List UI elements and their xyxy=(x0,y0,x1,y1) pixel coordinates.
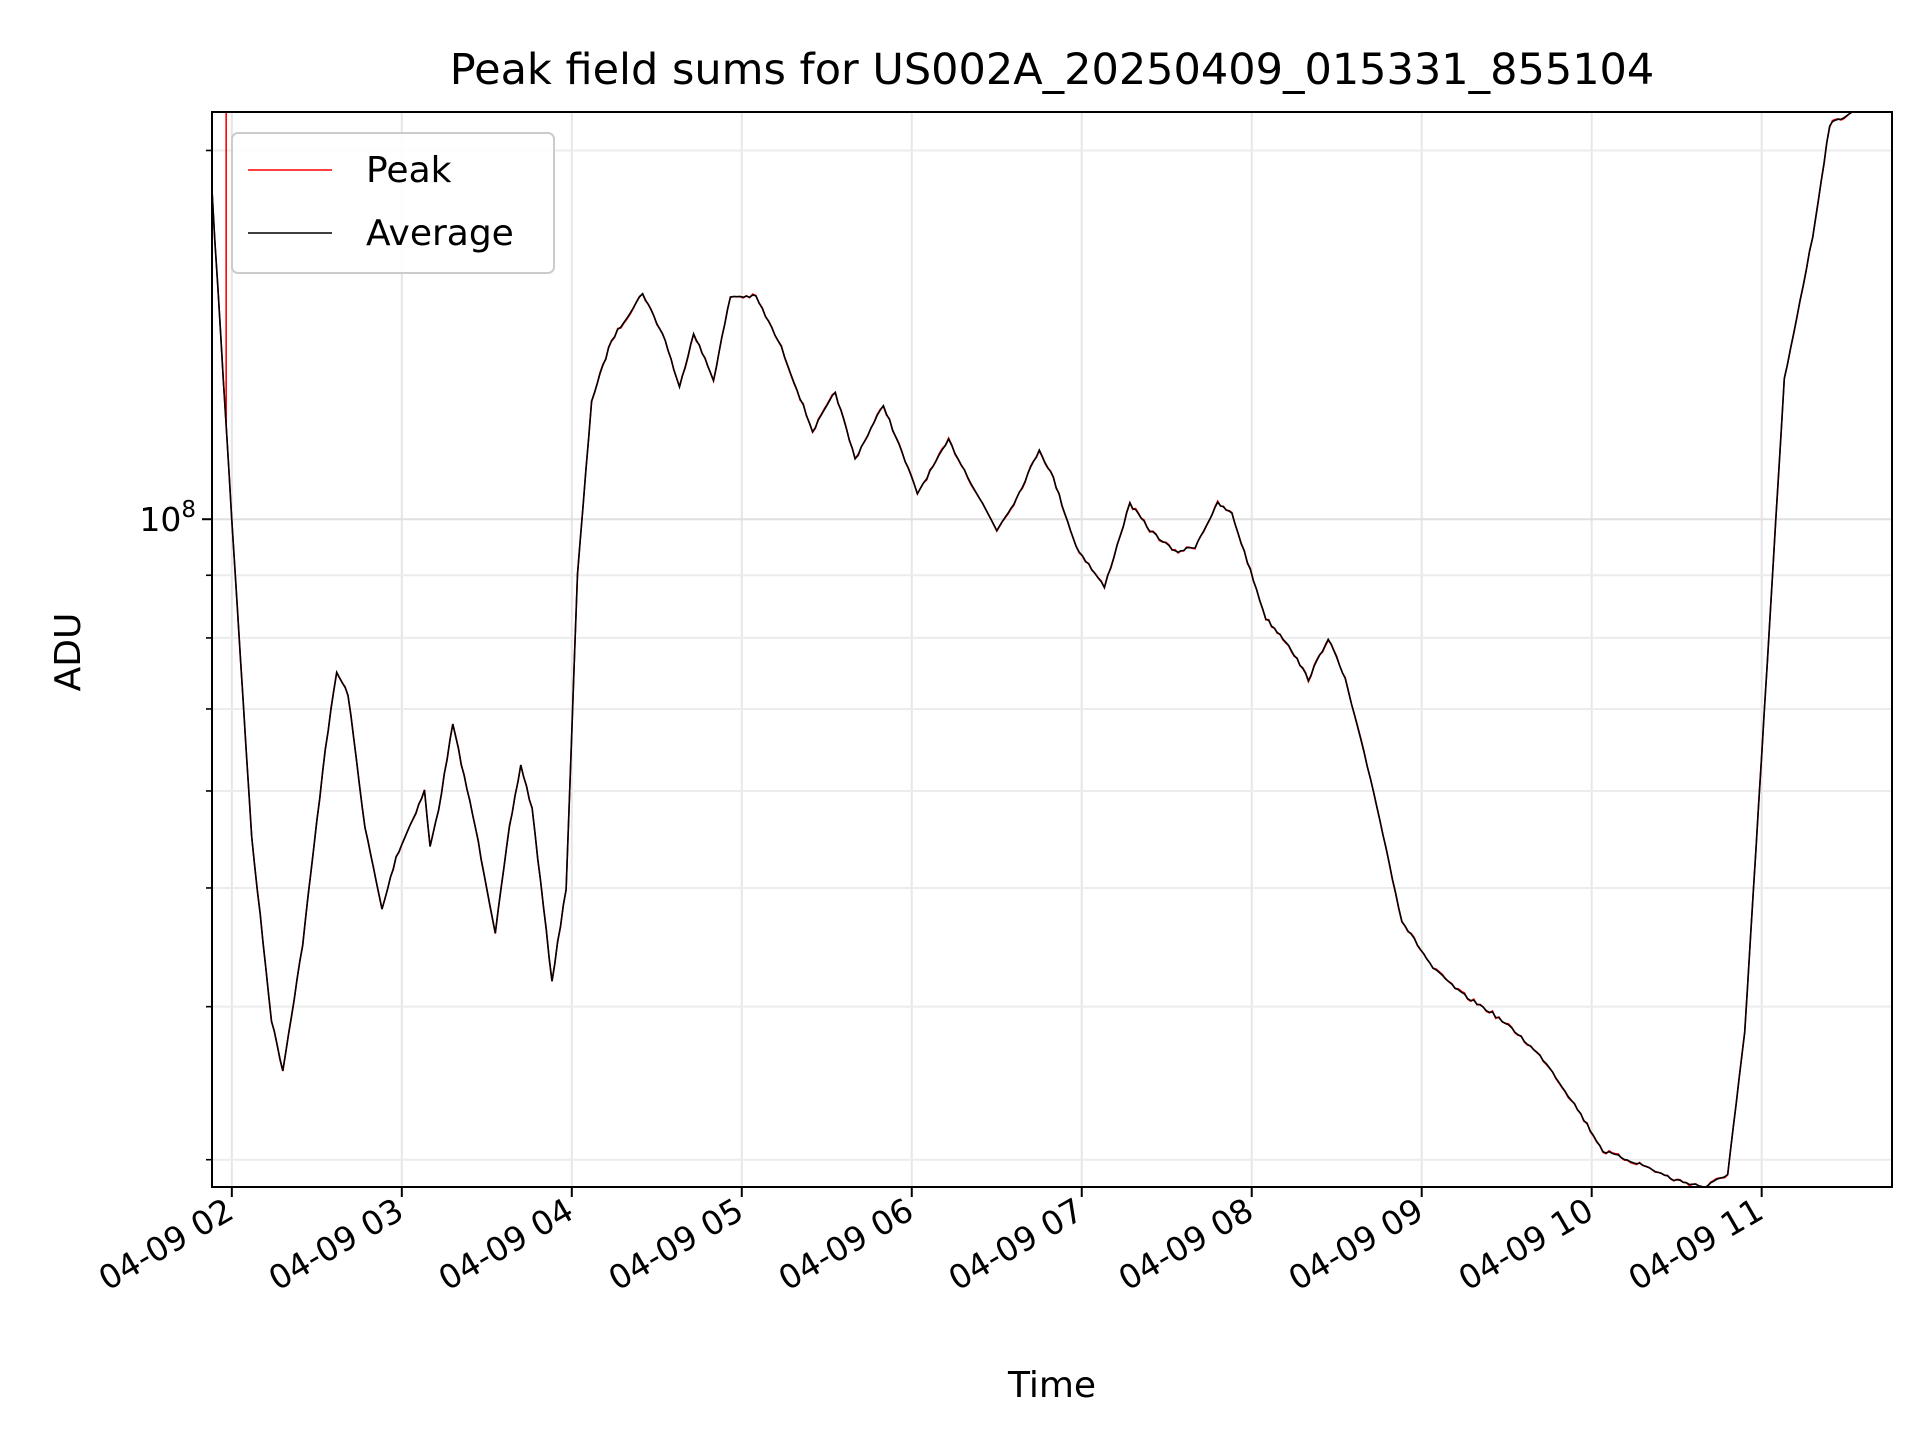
legend-label-average: Average xyxy=(366,213,514,254)
y-tick-label-base: 10 xyxy=(139,500,181,539)
series-layer xyxy=(212,112,1853,1187)
grid xyxy=(212,112,1892,1187)
y-tick-label-exponent: 8 xyxy=(181,497,196,523)
legend-label-peak: Peak xyxy=(366,150,452,191)
y-axis-label: ADU xyxy=(48,613,89,692)
y-tick-label: 108 xyxy=(139,497,196,539)
legend-box xyxy=(231,132,555,274)
chart-title: Peak field sums for US002A_20250409_0153… xyxy=(450,45,1655,95)
axes-frame xyxy=(211,111,1893,1188)
series-line-average xyxy=(212,112,1853,1187)
x-axis-label: Time xyxy=(1007,1365,1096,1406)
legend: Peak Average xyxy=(231,132,555,274)
